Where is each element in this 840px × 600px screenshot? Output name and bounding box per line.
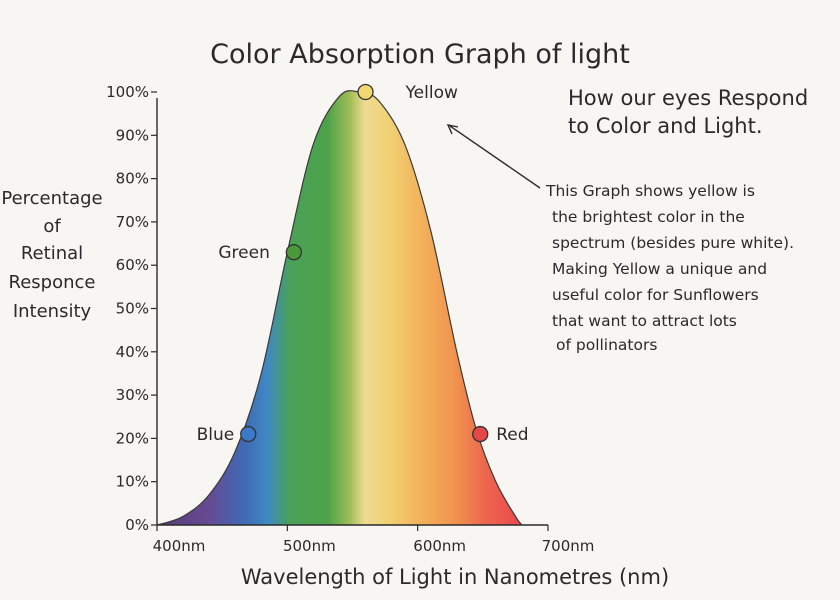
annotation-note-line: This Graph shows yellow is xyxy=(545,182,755,200)
annotation-note-line: spectrum (besides pure white). xyxy=(552,234,794,252)
point-marker-yellow xyxy=(357,83,374,101)
x-axis-label: Wavelength of Light in Nanometres (nm) xyxy=(241,565,669,589)
annotation-note-line: of pollinators xyxy=(556,336,657,354)
annotation-note-line: useful color for Sunflowers xyxy=(552,286,759,304)
y-tick-label: 70% xyxy=(116,213,149,231)
y-tick-label: 50% xyxy=(116,300,149,318)
annotation-note-line: the brightest color in the xyxy=(552,208,745,226)
point-marker-red xyxy=(472,425,489,443)
y-tick-label: 20% xyxy=(116,429,149,447)
y-tick-label: 80% xyxy=(116,170,149,188)
y-tick-label: 90% xyxy=(116,126,149,144)
y-tick-label: 0% xyxy=(125,516,149,534)
x-tick-label: 600nm xyxy=(413,537,466,555)
point-label-green: Green xyxy=(218,243,269,263)
y-axis-label-line: Percentage xyxy=(1,188,102,209)
annotation-heading-line: to Color and Light. xyxy=(568,114,763,138)
annotation-note: This Graph shows yellow is the brightest… xyxy=(545,182,794,354)
y-tick-label: 30% xyxy=(116,386,149,404)
annotation-note-line: that want to attract lots xyxy=(552,312,737,330)
plot-area: 0% 10% 20% 30% 40% 50% 60% 70% 80% 90% 100% 400nm 50… xyxy=(106,83,594,555)
point-label-blue: Blue xyxy=(197,425,235,445)
x-tick-label: 500nm xyxy=(283,537,336,555)
x-tick-label: 400nm xyxy=(153,537,206,555)
x-tick-label: 700nm xyxy=(542,537,595,555)
spectrum-area xyxy=(157,90,522,526)
y-axis-label: Percentage of Retinal Responce Intensity xyxy=(1,188,102,322)
annotation-arrow xyxy=(446,124,541,189)
y-tick-label: 40% xyxy=(116,343,149,361)
y-axis-label-line: Responce xyxy=(9,272,96,293)
point-marker-blue xyxy=(240,425,257,443)
chart-title: Color Absorption Graph of light xyxy=(210,39,630,70)
y-axis-label-line: of xyxy=(43,216,61,237)
y-tick-label: 10% xyxy=(116,473,149,491)
point-label-yellow: Yellow xyxy=(405,83,458,103)
y-axis-label-line: Intensity xyxy=(13,301,92,322)
point-marker-green xyxy=(285,244,303,261)
y-tick-label: 60% xyxy=(116,256,149,274)
point-label-red: Red xyxy=(496,425,528,445)
y-axis-label-line: Retinal xyxy=(21,243,83,264)
annotation-heading-line: How our eyes Respond xyxy=(568,86,808,110)
y-tick-label: 100% xyxy=(106,83,149,101)
annotation-note-line: Making Yellow a unique and xyxy=(552,260,767,278)
annotation-heading: How our eyes Respond to Color and Light. xyxy=(568,86,808,138)
